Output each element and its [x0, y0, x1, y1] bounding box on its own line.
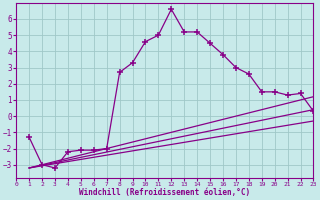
X-axis label: Windchill (Refroidissement éolien,°C): Windchill (Refroidissement éolien,°C): [79, 188, 250, 197]
